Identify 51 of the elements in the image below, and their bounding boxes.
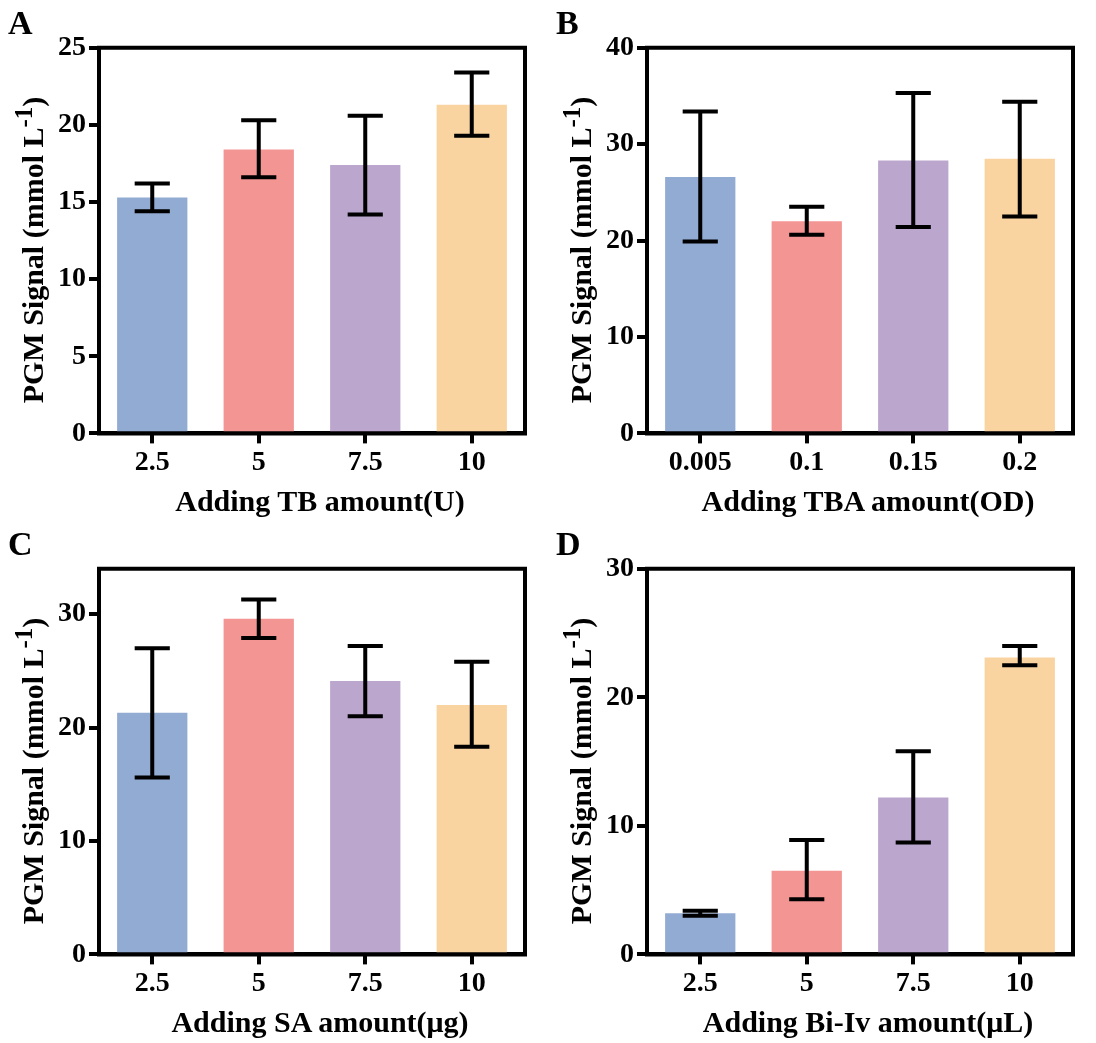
y-tick-label: 10 [606, 808, 634, 840]
x-tick-label: 0.2 [1002, 445, 1038, 477]
y-tick-label: 10 [606, 319, 634, 351]
x-tick-label: 0.1 [789, 445, 825, 477]
y-tick-label: 10 [58, 261, 86, 293]
x-tick-label: 5 [799, 966, 814, 998]
chart-title: A [8, 4, 33, 42]
x-tick-label: 5 [251, 445, 266, 477]
y-tick-label: 0 [620, 415, 634, 447]
y-tick-label: 20 [606, 679, 634, 711]
y-tick-label: 10 [58, 823, 86, 855]
y-tick-label: 30 [58, 596, 86, 628]
x-tick-label: 2.5 [134, 445, 170, 477]
y-tick-label: 20 [606, 222, 634, 254]
y-tick-label: 0 [72, 936, 86, 968]
x-tick-label: 2.5 [682, 966, 718, 998]
bar [771, 870, 842, 953]
y-tick-label: 20 [58, 107, 86, 139]
bar [984, 657, 1055, 953]
x-tick-label: 0.005 [668, 445, 732, 477]
x-axis-title: Adding Bi-Iv amount(μL) [701, 1005, 1035, 1039]
x-tick-label: 7.5 [347, 966, 383, 998]
x-tick-label: 2.5 [134, 966, 170, 998]
bar [436, 704, 507, 953]
bar [117, 712, 188, 953]
x-axis-title: Adding TB amount(U) [174, 484, 466, 518]
y-tick-label: 0 [72, 415, 86, 447]
x-tick-label: 10 [1005, 966, 1034, 998]
bar [330, 681, 401, 953]
y-tick-label: 40 [606, 30, 634, 62]
y-tick-label: 5 [72, 338, 86, 370]
bar [665, 913, 736, 953]
x-tick-label: 10 [457, 966, 486, 998]
chart-title: D [556, 525, 581, 563]
y-tick-label: 30 [606, 126, 634, 158]
y-tick-label: 0 [620, 936, 634, 968]
x-axis-title: Adding TBA amount(OD) [700, 484, 1036, 518]
y-tick-label: 25 [58, 30, 86, 62]
x-tick-label: 7.5 [347, 445, 383, 477]
x-axis-title: Adding SA amount(μg) [170, 1005, 470, 1039]
x-tick-label: 7.5 [895, 966, 931, 998]
x-tick-label: 10 [457, 445, 486, 477]
chart-title: B [556, 4, 579, 42]
bar [223, 618, 294, 953]
bar [878, 797, 949, 953]
y-tick-label: 30 [606, 551, 634, 583]
x-tick-label: 5 [251, 966, 266, 998]
y-tick-label: 20 [58, 709, 86, 741]
x-tick-label: 0.15 [888, 445, 938, 477]
chart-title: C [8, 525, 33, 563]
y-tick-label: 15 [58, 184, 86, 216]
